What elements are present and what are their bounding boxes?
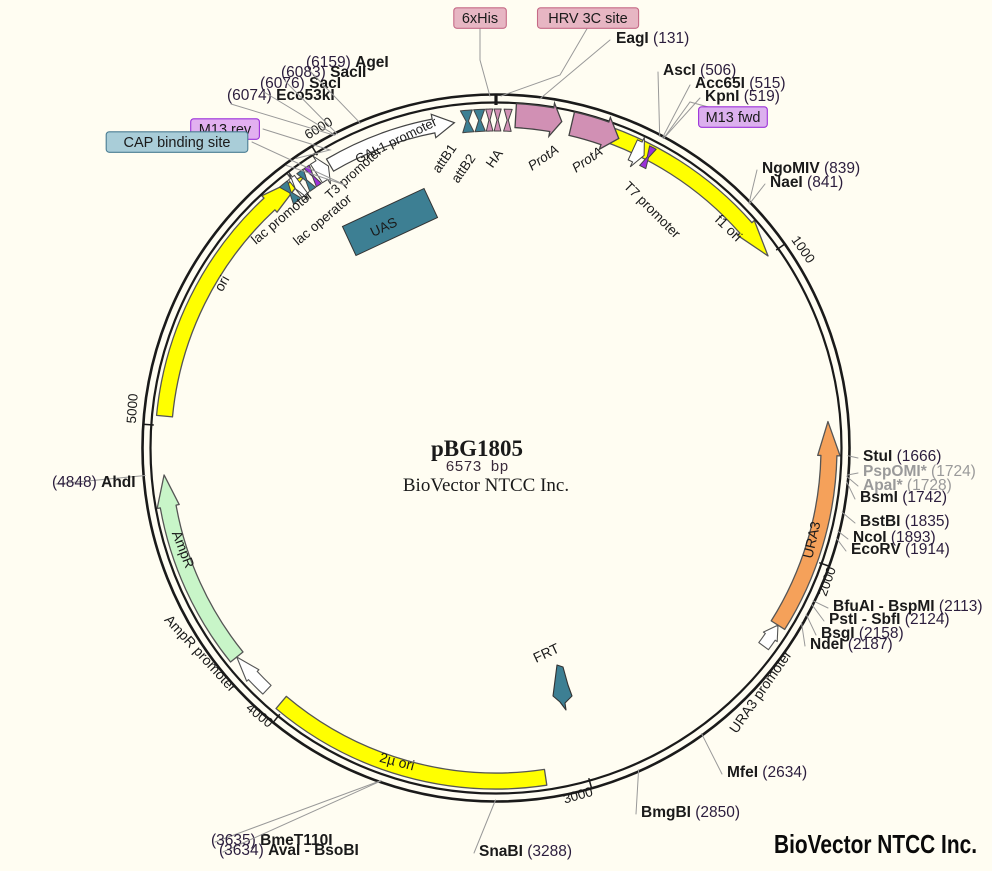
svg-text:KpnI (519): KpnI (519) xyxy=(705,88,780,105)
svg-text:(3634) AvaI - BsoBI: (3634) AvaI - BsoBI xyxy=(219,842,359,859)
svg-text:BstBI (1835): BstBI (1835) xyxy=(860,513,950,530)
svg-text:HA: HA xyxy=(483,146,506,170)
svg-text:SnaBI (3288): SnaBI (3288) xyxy=(479,843,572,860)
svg-text:URA3 promoter: URA3 promoter xyxy=(726,647,795,736)
svg-text:HRV 3C site: HRV 3C site xyxy=(548,11,628,27)
svg-text:ProtA: ProtA xyxy=(569,144,605,176)
svg-text:EagI (131): EagI (131) xyxy=(616,30,689,47)
svg-text:BioVector NTCC Inc.: BioVector NTCC Inc. xyxy=(403,475,569,496)
svg-text:CAP binding site: CAP binding site xyxy=(124,135,231,151)
svg-text:(6159) AgeI: (6159) AgeI xyxy=(306,54,389,71)
svg-text:NaeI (841): NaeI (841) xyxy=(770,174,843,191)
svg-text:4000: 4000 xyxy=(243,700,276,731)
svg-text:BsmI (1742): BsmI (1742) xyxy=(860,489,947,506)
svg-text:BmgBI (2850): BmgBI (2850) xyxy=(641,804,740,821)
svg-text:ProtA: ProtA xyxy=(525,142,561,174)
svg-text:6xHis: 6xHis xyxy=(462,11,498,27)
svg-text:MfeI (2634): MfeI (2634) xyxy=(727,764,807,781)
svg-text:1000: 1000 xyxy=(788,233,818,266)
svg-text:3000: 3000 xyxy=(561,784,594,807)
svg-text:5000: 5000 xyxy=(124,393,141,424)
svg-text:EcoRV (1914): EcoRV (1914) xyxy=(851,541,950,558)
svg-text:T7 promoter: T7 promoter xyxy=(621,179,684,242)
svg-text:M13 fwd: M13 fwd xyxy=(706,110,761,126)
svg-text:(4848) AhdI: (4848) AhdI xyxy=(52,474,136,491)
svg-text:pBG1805: pBG1805 xyxy=(431,436,523,461)
svg-text:6573 bp: 6573 bp xyxy=(445,459,508,476)
svg-text:FRT: FRT xyxy=(531,640,563,666)
svg-text:NdeI (2187): NdeI (2187) xyxy=(810,636,893,653)
svg-text:BioVector NTCC Inc.: BioVector NTCC Inc. xyxy=(774,829,977,859)
